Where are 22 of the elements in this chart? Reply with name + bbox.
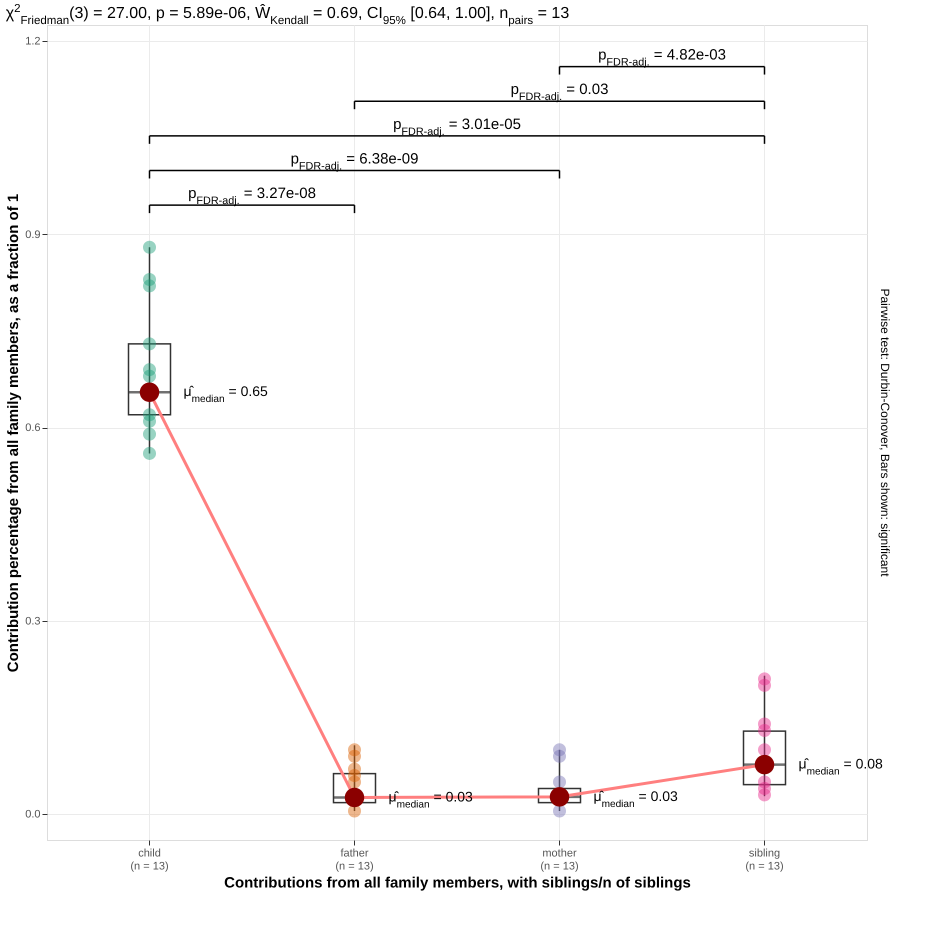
y-tick-label: 0.9 xyxy=(25,228,40,241)
annotation: p$_{FDR-adj.}$ = 3.01e-05 xyxy=(393,116,521,138)
annotation: p$_{FDR-adj.}$ = 4.82e-03 xyxy=(598,46,726,69)
x-tick-label: sibling (n = 13) xyxy=(745,848,784,872)
data-label: μ̂$_{median}$ = 0.03 xyxy=(388,788,474,810)
x-axis-title: Contributions from all family members, with siblings/n of siblings xyxy=(224,874,691,892)
text: Pairwise test: Durbin-Conover, Bars shown: significant xyxy=(878,288,892,578)
chart-title: χ$^{2}$$_{Friedman}$(3) = 27.00, p = 5.89e-06, Ŵ$_{Kendall}$ = 0.69, CI$_{95%}$ [0.64, 1.00], n$_{pairs}$ = 13 xyxy=(6,3,570,27)
y-axis-title: Contribution percentage from all family members, as a fraction of 1 xyxy=(5,194,22,672)
y-tick-label: 0.3 xyxy=(25,615,40,628)
data-label: μ̂$_{median}$ = 0.65 xyxy=(184,383,268,405)
data-label: μ̂$_{median}$ = 0.03 xyxy=(594,788,678,810)
annotation: p$_{FDR-adj.}$ = 0.03 xyxy=(510,81,608,104)
data-label: μ̂$_{median}$ = 0.08 xyxy=(798,756,884,778)
x-tick-label: child (n = 13) xyxy=(130,848,169,872)
x-tick-label: father (n = 13) xyxy=(335,848,374,872)
y-tick-label: 0.6 xyxy=(25,422,40,434)
y-tick-label: 1.2 xyxy=(25,36,40,48)
annotation: p$_{FDR-adj.}$ = 3.27e-08 xyxy=(188,185,316,208)
annotation: p$_{FDR-adj.}$ = 6.38e-09 xyxy=(290,150,418,172)
y-tick-label: 0.0 xyxy=(25,808,40,821)
x-tick-label: mother (n = 13) xyxy=(540,848,579,872)
